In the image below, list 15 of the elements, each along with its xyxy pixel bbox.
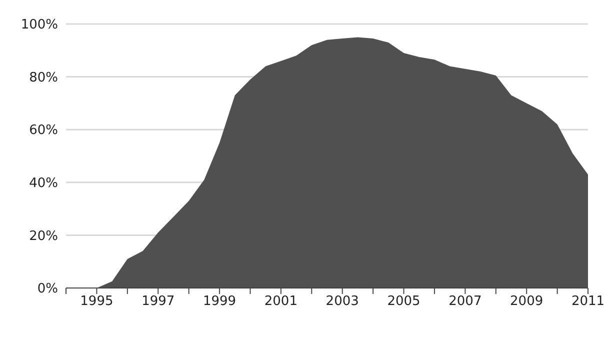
x-tick-label: 2007 bbox=[448, 294, 482, 310]
y-tick-label: 0% bbox=[37, 282, 58, 297]
y-tick-label: 100% bbox=[20, 18, 58, 33]
x-tick-label: 2011 bbox=[571, 294, 605, 310]
y-tick-label: 40% bbox=[29, 176, 58, 192]
x-tick-label: 1995 bbox=[80, 294, 114, 310]
x-tick-label: 2005 bbox=[387, 294, 420, 310]
y-tick-label: 60% bbox=[29, 123, 58, 138]
x-tick-label: 2001 bbox=[264, 294, 298, 310]
x-tick-label: 1997 bbox=[142, 294, 175, 310]
x-tick-label: 2003 bbox=[326, 294, 359, 310]
y-tick-label: 20% bbox=[29, 228, 58, 244]
x-tick-label: 1999 bbox=[202, 294, 236, 310]
x-tick-label: 2009 bbox=[510, 294, 544, 310]
y-tick-label: 80% bbox=[29, 70, 58, 86]
